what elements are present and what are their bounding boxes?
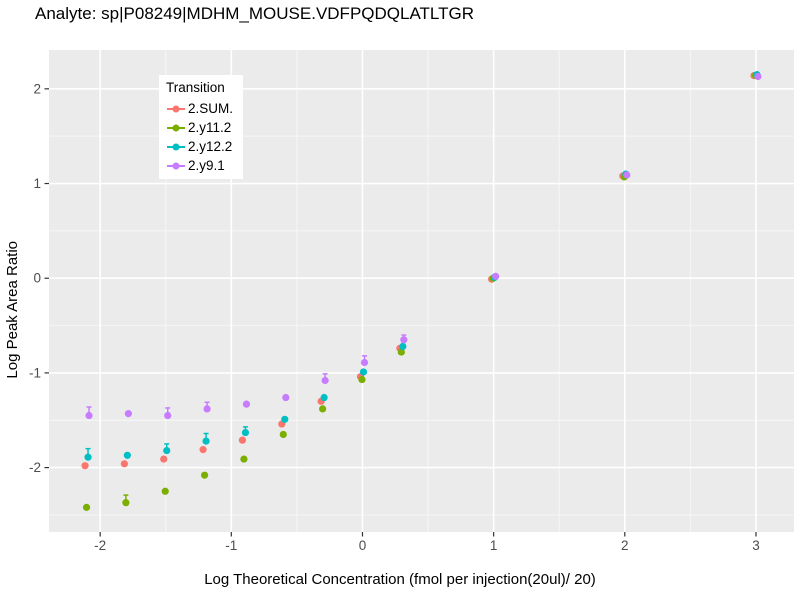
- data-point: [399, 342, 407, 350]
- data-point: [163, 446, 171, 455]
- data-point: [282, 393, 290, 402]
- data-point: [623, 171, 631, 179]
- y-tick-label: -2: [29, 460, 41, 475]
- y-tick-label: -1: [29, 365, 41, 380]
- x-tick-label: 3: [752, 538, 760, 553]
- legend-item: 2.SUM.: [166, 99, 243, 118]
- x-tick-label: -2: [94, 538, 106, 553]
- data-point: [242, 400, 251, 408]
- data-point: [492, 272, 500, 280]
- data-point: [161, 487, 169, 495]
- data-point: [360, 358, 369, 367]
- x-tick-label: 0: [359, 538, 367, 553]
- x-tick-label: -1: [225, 538, 237, 553]
- data-point: [160, 455, 168, 463]
- data-point: [319, 405, 327, 413]
- y-axis-title: Log Peak Area Ratio: [4, 241, 21, 379]
- legend-item: 2.y11.2: [166, 118, 243, 137]
- y-tick-label: 0: [33, 271, 41, 286]
- data-point: [358, 375, 366, 384]
- legend-items: 2.SUM. 2.y11.2 2.y12.2 2.y9.1: [166, 99, 243, 175]
- data-point: [164, 411, 172, 420]
- legend-key-pointrange-icon: [167, 124, 185, 131]
- legend-label: 2.y11.2: [188, 120, 232, 135]
- data-point: [359, 368, 368, 376]
- data-point: [199, 446, 207, 454]
- legend: Transition 2.SUM. 2.y11.2 2.y12.2 2.y9.1: [159, 75, 243, 179]
- data-point: [321, 376, 329, 385]
- data-point: [400, 336, 408, 344]
- data-point: [279, 430, 287, 439]
- legend-key-pointrange-icon: [167, 143, 185, 150]
- data-point: [281, 415, 289, 423]
- legend-label: 2.SUM.: [188, 101, 234, 116]
- data-point: [124, 410, 132, 418]
- x-axis-title: Log Theoretical Concentration (fmol per …: [204, 571, 596, 588]
- data-point: [241, 428, 250, 437]
- data-point: [120, 460, 128, 468]
- x-tick-label: 1: [490, 538, 498, 553]
- data-point: [122, 499, 130, 507]
- y-tick-label: 1: [33, 176, 41, 191]
- x-tick-label: 2: [621, 538, 629, 553]
- legend-key-pointrange-icon: [167, 162, 185, 169]
- data-point: [240, 455, 248, 463]
- data-point: [200, 471, 209, 479]
- data-point: [202, 437, 210, 445]
- data-point: [84, 453, 92, 461]
- chart-title: Analyte: sp|P08249|MDHM_MOUSE.VDFPQDQLAT…: [35, 4, 474, 23]
- legend-key-pointrange-icon: [167, 105, 185, 112]
- data-point: [754, 72, 762, 81]
- data-point: [203, 405, 211, 413]
- legend-label: 2.y12.2: [188, 139, 233, 154]
- legend-label: 2.y9.1: [188, 158, 225, 173]
- data-point: [123, 451, 131, 459]
- data-point: [85, 411, 93, 420]
- data-point: [320, 393, 328, 402]
- legend-item: 2.y9.1: [166, 156, 243, 175]
- data-point: [81, 462, 89, 470]
- data-point: [238, 436, 247, 444]
- legend-title: Transition: [166, 80, 225, 95]
- legend-item: 2.y12.2: [166, 137, 243, 156]
- data-point: [82, 503, 91, 511]
- y-tick-label: 2: [33, 81, 41, 96]
- data-point: [397, 348, 405, 356]
